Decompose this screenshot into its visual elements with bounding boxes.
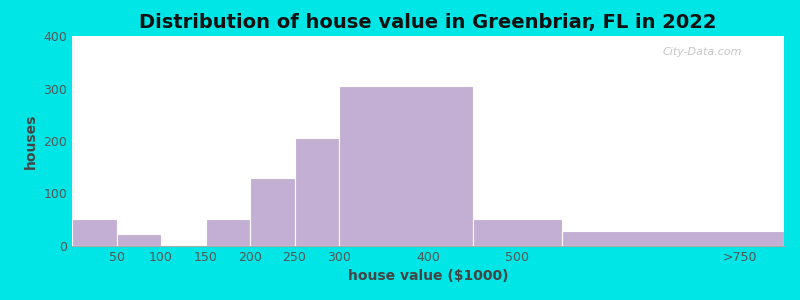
Text: City-Data.com: City-Data.com bbox=[663, 46, 742, 56]
Bar bbox=[562, 231, 784, 246]
Bar bbox=[117, 235, 161, 246]
X-axis label: house value ($1000): house value ($1000) bbox=[348, 269, 508, 284]
Title: Distribution of house value in Greenbriar, FL in 2022: Distribution of house value in Greenbria… bbox=[139, 13, 717, 32]
Bar bbox=[339, 86, 473, 246]
Bar bbox=[294, 138, 339, 246]
Bar bbox=[206, 219, 250, 246]
Bar bbox=[250, 178, 294, 246]
Bar bbox=[473, 219, 562, 246]
Bar bbox=[72, 219, 117, 246]
Y-axis label: houses: houses bbox=[24, 113, 38, 169]
